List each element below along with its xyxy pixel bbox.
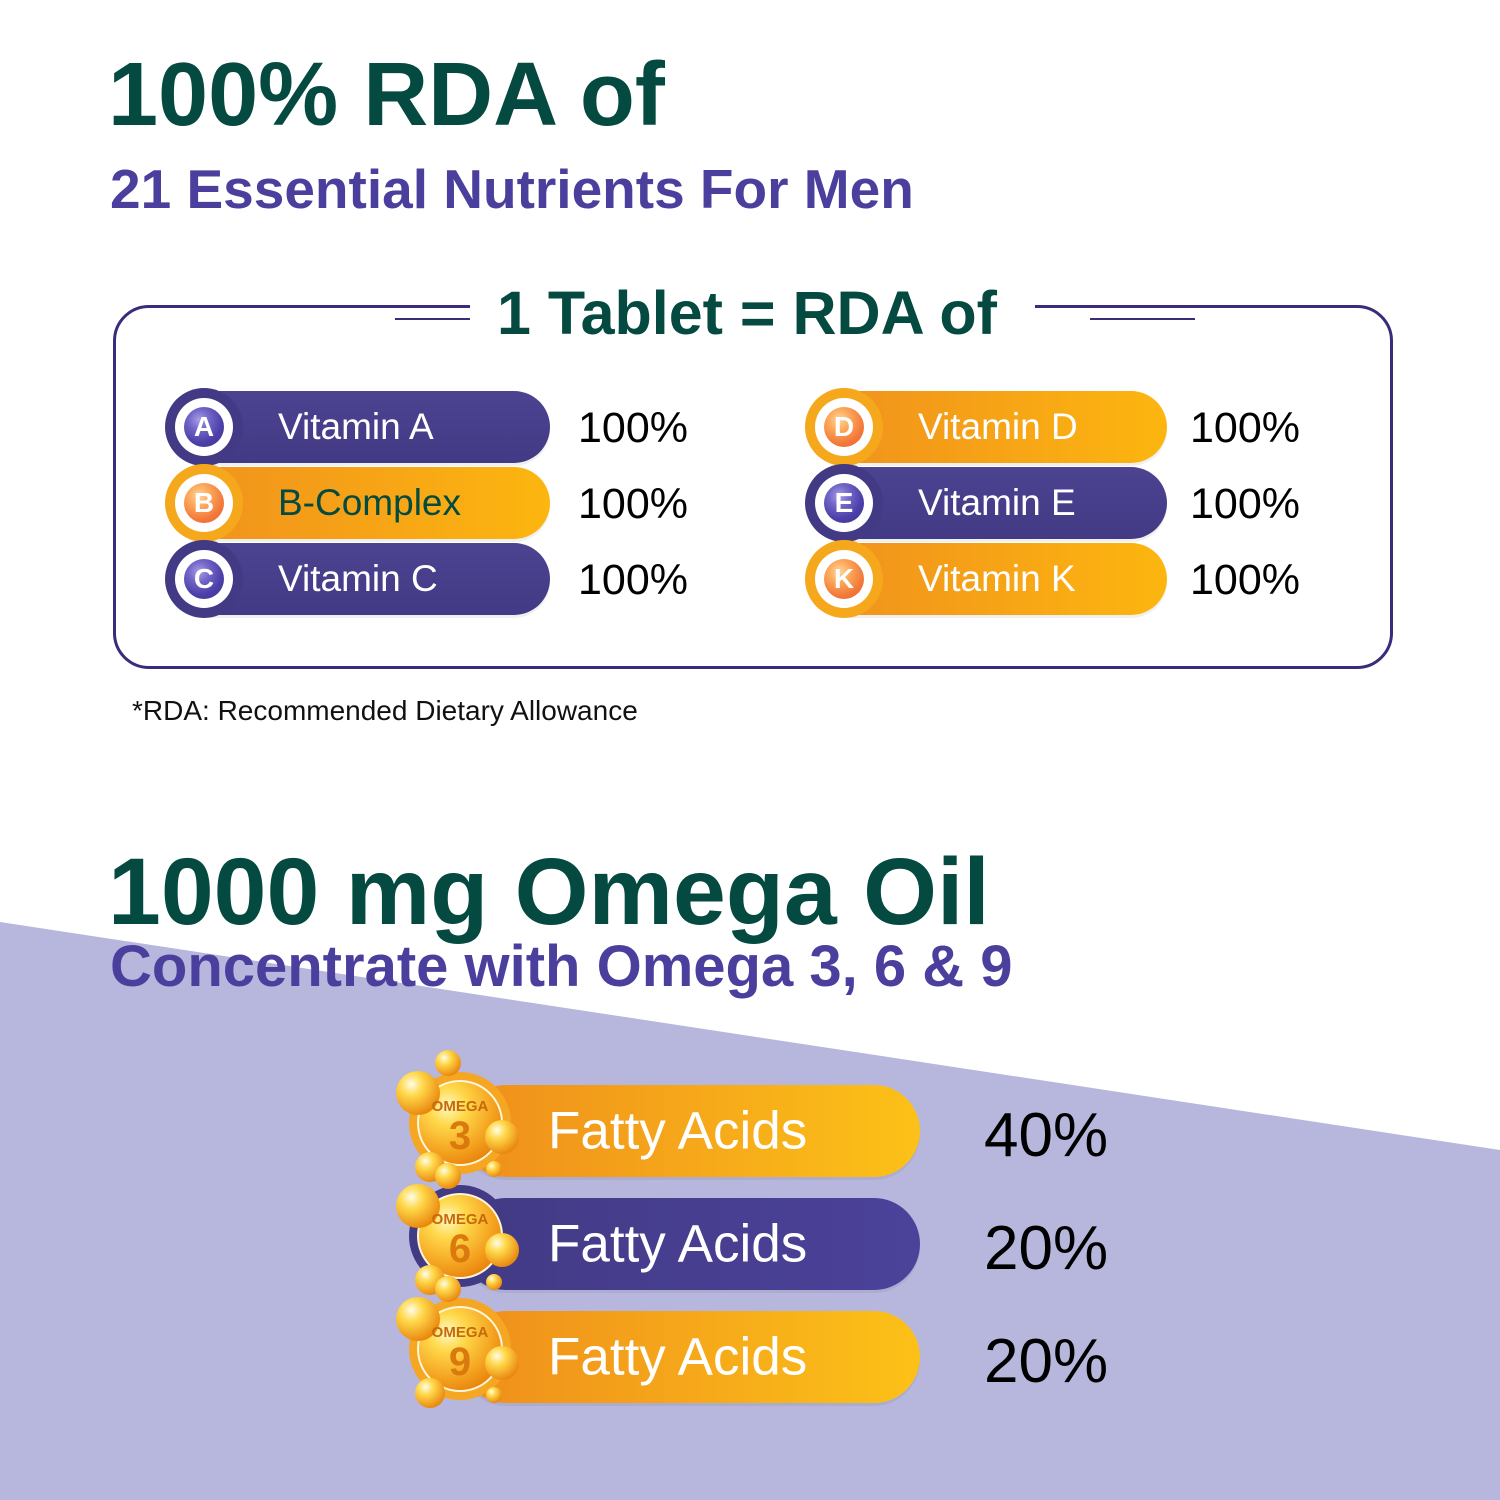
svg-text:OMEGA: OMEGA <box>432 1324 489 1341</box>
svg-text:3: 3 <box>449 1114 471 1158</box>
svg-text:OMEGA: OMEGA <box>432 1211 489 1228</box>
svg-text:6: 6 <box>449 1227 471 1271</box>
svg-text:9: 9 <box>449 1340 471 1384</box>
svg-text:OMEGA: OMEGA <box>432 1098 489 1115</box>
